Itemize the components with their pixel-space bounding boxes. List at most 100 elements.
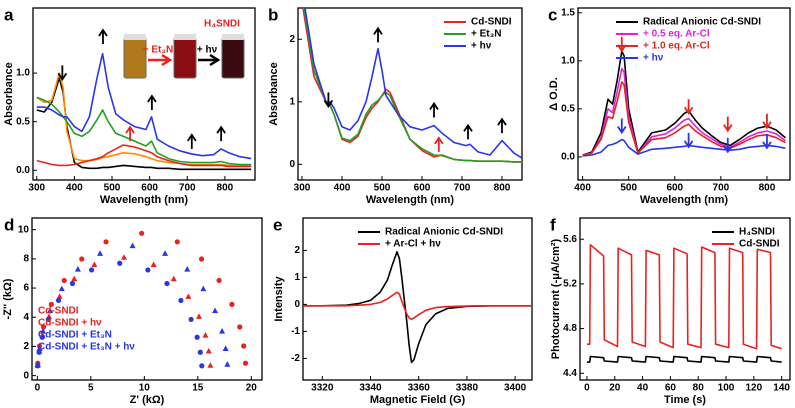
point [69,280,76,287]
panel-label: b [268,5,278,24]
plot-frame [297,7,523,181]
data-line [36,144,252,168]
x-tick-label: 0 [584,383,590,394]
point [184,266,191,272]
annotation-arrow [323,92,334,109]
x-tick-label: 100 [718,383,735,394]
point [194,334,200,340]
x-axis-label: Wavelength (nm) [366,194,455,206]
x-tick-label: 300 [294,183,311,194]
panel: c 400 500 600 700 800 0.0 0.5 1.0 1.5 Wavelength (… [548,5,791,206]
legend-label: Radical Anionic Cd-SNDI [643,17,761,28]
point [40,328,47,334]
arrow [198,53,221,67]
y-tick-label: 0.0 [561,152,575,163]
x-axis-label: Magnetic Field (G) [370,394,466,406]
legend-label: Radical Anionic Cd-SNDI [385,227,503,238]
legend-label: + 0.5 eq. Ar-Cl [643,29,710,40]
legend-label: Cd-SNDI + hν [38,318,102,329]
y-axis-label: Intensity [273,276,285,322]
annotation: H₄SNDI [204,19,240,30]
point [35,363,41,369]
data-line [304,8,522,159]
point [197,349,203,355]
y-tick-label: 4.4 [563,368,577,379]
y-tick-label: 10 [18,224,30,235]
y-tick-label: 2 [294,245,300,256]
point [47,307,54,314]
data-line [587,244,782,350]
point [129,242,136,249]
x-tick-label: 60 [665,383,677,394]
point [224,361,231,367]
x-tick-label: 800 [217,183,234,194]
plot-area [36,52,252,171]
x-tick-label: 700 [454,183,471,194]
panel: b 300 400 500 600 700 800 0 1 2 Wavelength (nm) Abs… [268,5,523,206]
point [117,260,123,266]
legend-label: + Et₃N [471,29,501,40]
point [188,316,194,323]
point [164,280,170,287]
data-line [582,81,786,156]
data-line [36,72,252,167]
x-tick-label: 400 [66,183,83,194]
legend-label: Cd-SNDI [471,17,512,28]
point [139,230,145,236]
data-line [582,50,786,156]
annotation-arrow [125,125,135,142]
annotation-arrow [429,101,439,118]
x-tick-label: 3400 [504,383,527,394]
annotation-arrow [57,65,68,81]
annotation-arrow [723,137,733,154]
y-tick-label: 0 [289,159,295,170]
point [229,301,235,307]
legend-label: + Ar-Cl + hν [385,239,441,250]
point [36,349,42,355]
y-tick-label: 2 [23,341,29,352]
point [174,239,180,245]
point [237,324,243,330]
point [198,256,205,262]
point [36,345,43,352]
y-axis-label: Absorbance [3,62,15,126]
annotation-arrow [216,125,226,142]
x-tick-label: 20 [609,383,621,394]
point [48,301,54,307]
x-tick-label: 600 [414,183,431,194]
annotation-arrow [497,117,507,134]
annotation-arrow [98,28,108,44]
y-tick-label: -1 [291,326,300,337]
annotation-arrow [762,113,772,130]
point [162,250,169,256]
annotation-arrow [762,133,772,150]
annotation: + Et₃N [143,45,173,56]
y-tick-label: 0.5 [561,104,575,115]
data-line [36,96,252,166]
point [202,331,209,338]
x-tick-label: 3340 [359,383,382,394]
y-tick-label: 1.5 [561,7,575,18]
y-tick-label: 2 [289,34,295,45]
y-tick-label: 0.0 [16,165,30,176]
x-tick-label: 800 [494,183,511,194]
x-tick-label: 500 [104,183,121,194]
plot-frame [31,217,263,381]
x-tick-label: 400 [334,183,351,194]
y-tick-label: 1 [294,272,300,283]
point [103,239,109,245]
point [195,313,202,319]
y-tick-label: -2 [291,353,300,364]
annotation-arrow [373,26,383,43]
plot-frame [579,217,791,381]
annotation: + hν [197,45,218,56]
data-line [582,67,786,156]
y-tick-label: 1.0 [561,55,575,66]
legend-label: H₄SNDI [739,227,775,238]
data-line [587,355,782,363]
point [79,256,85,262]
point [212,307,219,314]
legend-label: + hν [471,41,492,52]
x-tick-label: 20 [246,383,258,394]
